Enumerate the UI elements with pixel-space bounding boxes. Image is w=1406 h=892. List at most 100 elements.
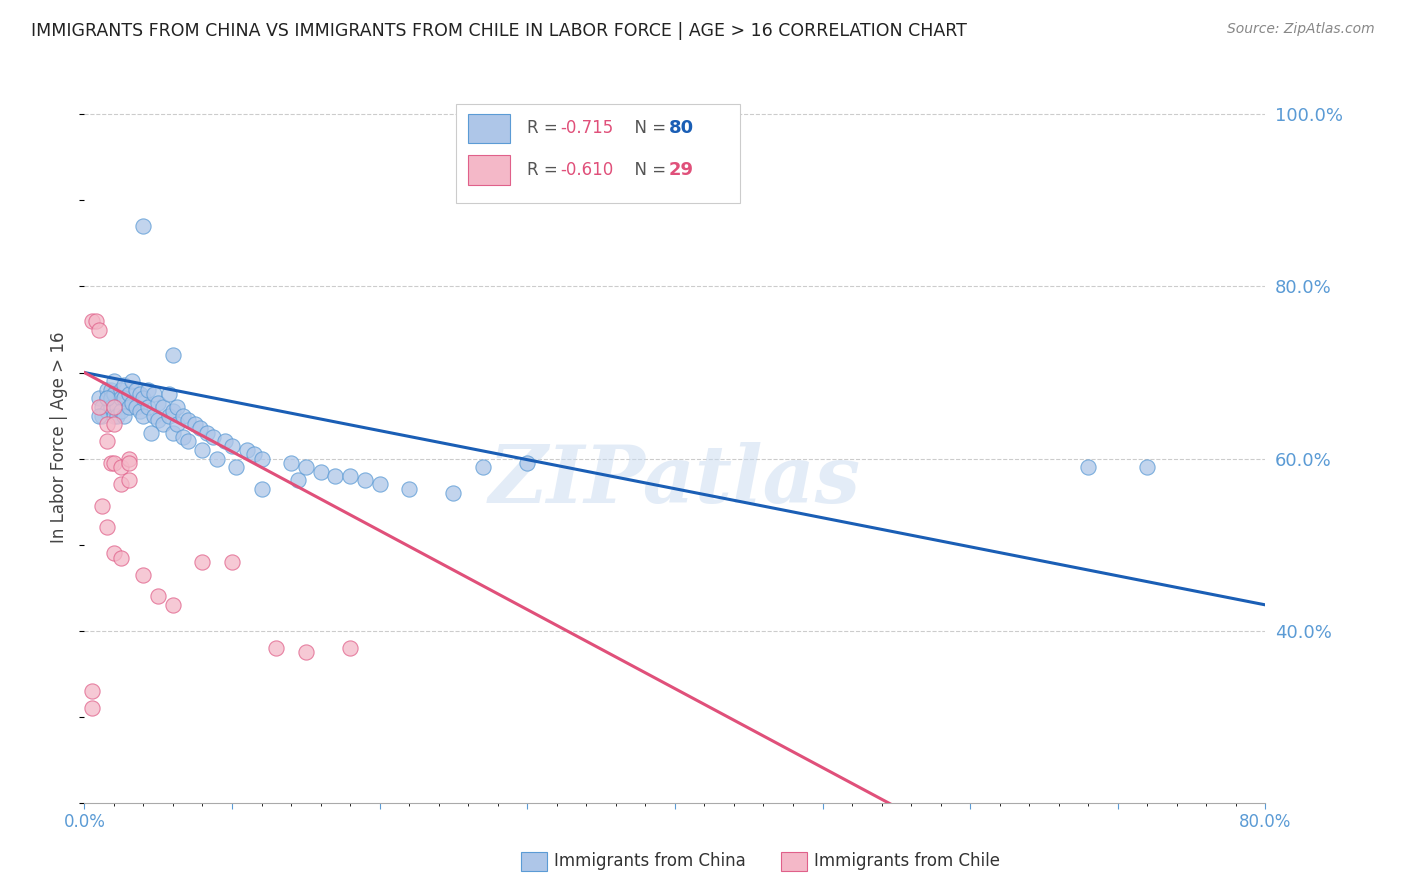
Point <box>136 400 159 414</box>
Point <box>191 442 214 457</box>
Point <box>132 392 155 406</box>
FancyBboxPatch shape <box>457 104 740 203</box>
Point <box>87 409 111 423</box>
Point <box>136 383 159 397</box>
Point <box>152 417 174 432</box>
Point <box>177 413 200 427</box>
Point <box>339 468 361 483</box>
Point <box>472 460 495 475</box>
Point <box>87 322 111 336</box>
Point <box>110 477 132 491</box>
Point <box>80 684 103 698</box>
Point <box>96 417 118 432</box>
Point <box>132 409 155 423</box>
Point <box>96 404 118 418</box>
Point <box>112 392 135 406</box>
Bar <box>522 852 547 871</box>
Point <box>250 482 273 496</box>
Point <box>96 392 118 406</box>
Point <box>162 598 184 612</box>
Point <box>129 404 152 418</box>
Point <box>129 387 152 401</box>
Point <box>287 473 309 487</box>
Point <box>184 417 207 432</box>
Point <box>207 451 229 466</box>
Point <box>103 374 125 388</box>
Text: ZIPatlas: ZIPatlas <box>489 442 860 520</box>
Point <box>225 460 247 475</box>
Point <box>157 409 180 423</box>
Point <box>112 378 135 392</box>
Text: Source: ZipAtlas.com: Source: ZipAtlas.com <box>1227 22 1375 37</box>
Point <box>96 520 118 534</box>
Point <box>91 499 114 513</box>
Point <box>125 383 148 397</box>
Text: 80: 80 <box>669 120 695 137</box>
Point <box>118 400 141 414</box>
Point <box>280 456 302 470</box>
Point <box>139 425 162 440</box>
Point <box>191 555 214 569</box>
Point <box>105 409 128 423</box>
Point <box>91 409 114 423</box>
Point <box>103 409 125 423</box>
Point <box>221 555 243 569</box>
Point <box>266 640 288 655</box>
Bar <box>782 852 807 871</box>
Text: N =: N = <box>624 120 672 137</box>
Point <box>80 314 103 328</box>
Text: -0.610: -0.610 <box>561 161 613 179</box>
Point <box>148 395 170 409</box>
Point <box>162 348 184 362</box>
Point <box>148 589 170 603</box>
Point <box>118 451 141 466</box>
Point <box>214 434 236 449</box>
Text: IMMIGRANTS FROM CHINA VS IMMIGRANTS FROM CHILE IN LABOR FORCE | AGE > 16 CORRELA: IMMIGRANTS FROM CHINA VS IMMIGRANTS FROM… <box>31 22 967 40</box>
Point <box>121 374 143 388</box>
Point <box>100 400 122 414</box>
Point <box>166 400 188 414</box>
Point <box>103 387 125 401</box>
Point <box>96 434 118 449</box>
Point <box>118 473 141 487</box>
Point <box>125 400 148 414</box>
Point <box>166 417 188 432</box>
Point <box>368 477 391 491</box>
Point <box>103 417 125 432</box>
Point <box>103 400 125 414</box>
Point <box>172 430 194 444</box>
Point <box>295 460 318 475</box>
Point <box>110 550 132 565</box>
Point <box>339 640 361 655</box>
Point <box>195 425 218 440</box>
Point <box>103 546 125 560</box>
Point <box>443 486 465 500</box>
Point <box>132 219 155 234</box>
Point <box>309 465 332 479</box>
Point <box>100 392 122 406</box>
Point <box>236 442 259 457</box>
Point <box>325 468 347 483</box>
Text: -0.715: -0.715 <box>561 120 613 137</box>
Point <box>354 473 377 487</box>
Point <box>100 456 122 470</box>
Point <box>121 395 143 409</box>
Point <box>172 409 194 423</box>
Text: R =: R = <box>527 120 564 137</box>
Point <box>295 645 318 659</box>
Point <box>177 434 200 449</box>
Point <box>118 456 141 470</box>
Text: Immigrants from Chile: Immigrants from Chile <box>814 853 1000 871</box>
Text: 29: 29 <box>669 161 695 179</box>
Point <box>103 456 125 470</box>
Point <box>87 392 111 406</box>
Text: Immigrants from China: Immigrants from China <box>554 853 747 871</box>
Point <box>157 387 180 401</box>
Point <box>87 400 111 414</box>
Point <box>1077 460 1099 475</box>
Point <box>162 404 184 418</box>
Point <box>118 387 141 401</box>
Point <box>201 430 224 444</box>
Point <box>516 456 538 470</box>
Point <box>188 421 211 435</box>
